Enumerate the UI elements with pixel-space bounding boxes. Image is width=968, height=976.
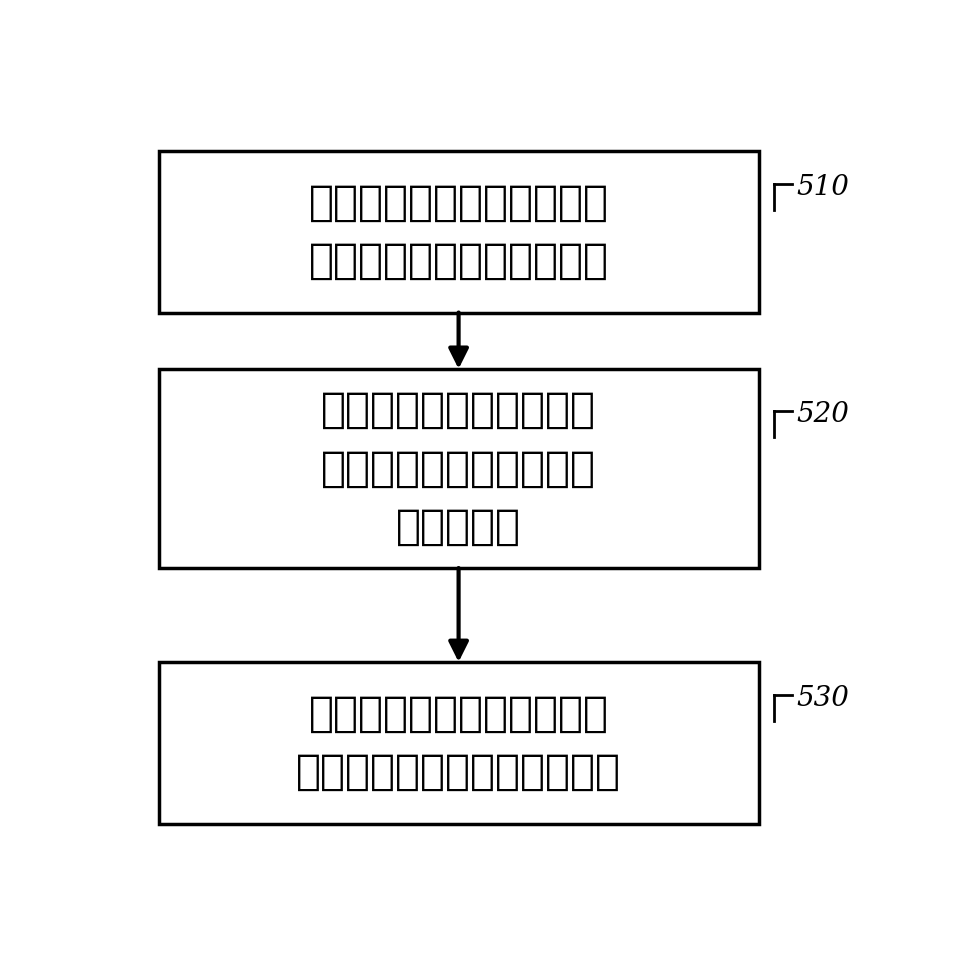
Text: 530: 530	[797, 685, 849, 712]
Bar	[159, 662, 759, 824]
Text: 510: 510	[797, 174, 849, 201]
Bar	[159, 151, 759, 312]
Text: 520: 520	[797, 401, 849, 428]
Text: 提供具有致动器的阀，所述
致动器构造成使阀构件移动: 提供具有致动器的阀，所述 致动器构造成使阀构件移动	[309, 182, 609, 282]
Text: 以第二关闭速率使阀构件从
临界阀位置朝着关闭位置移动: 以第二关闭速率使阀构件从 临界阀位置朝着关闭位置移动	[296, 693, 621, 793]
Text: 以第一关闭速率使阀构件
远离打开阀位置朝着临界
阀位置移动: 以第一关闭速率使阀构件 远离打开阀位置朝着临界 阀位置移动	[321, 389, 596, 548]
Bar	[159, 369, 759, 568]
